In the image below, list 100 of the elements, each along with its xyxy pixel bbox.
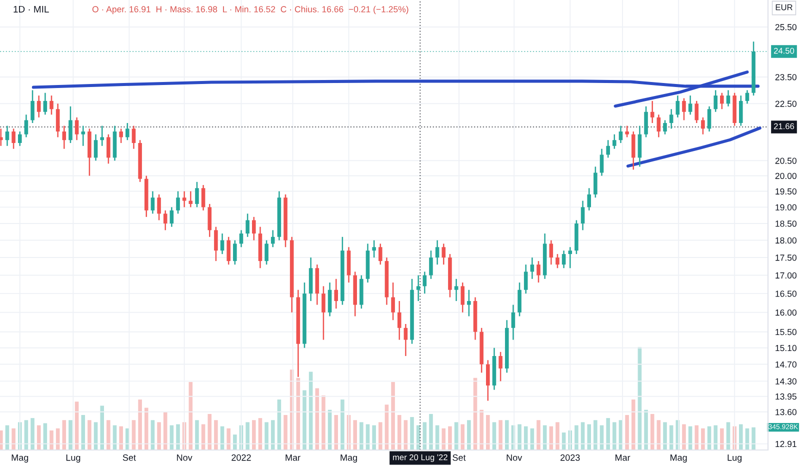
bar	[138, 400, 142, 450]
x-tick-label: Nov	[177, 454, 192, 461]
candlestick	[157, 194, 161, 221]
line-series	[626, 126, 762, 168]
y-tick-label: 15.10	[776, 344, 796, 352]
candlestick	[701, 116, 705, 135]
bar	[738, 424, 743, 450]
bar	[88, 420, 92, 450]
x-tick-label: Mag	[12, 454, 28, 463]
candlestick	[201, 184, 206, 212]
bar	[315, 388, 320, 450]
candlestick	[726, 90, 730, 108]
x-tick-label: Set	[452, 454, 466, 461]
candlestick	[150, 190, 155, 214]
candlestick	[676, 94, 680, 118]
bar	[694, 425, 699, 450]
bar	[397, 414, 402, 450]
candlestick	[56, 103, 60, 138]
candlestick	[182, 190, 186, 208]
bar	[30, 418, 34, 450]
ref-line-label: 21.66	[774, 123, 794, 130]
y-tick-label: 23.50	[775, 74, 796, 80]
bar	[81, 414, 86, 450]
y-tick-label: 18.00	[776, 237, 796, 244]
bar	[68, 420, 72, 450]
candlestick	[467, 289, 471, 317]
candlestick	[397, 300, 402, 340]
candlestick	[688, 94, 692, 116]
bar	[334, 414, 338, 450]
candlestick	[656, 114, 661, 138]
bar	[536, 420, 540, 450]
y-tick-label: 14.30	[776, 378, 796, 384]
bar	[378, 422, 382, 450]
candlestick	[74, 116, 79, 141]
y-tick-label: 22.50	[775, 100, 796, 107]
bar	[518, 424, 522, 450]
candlestick	[106, 134, 110, 164]
x-tick-label: 2022	[232, 454, 251, 461]
y-tick-label: 25.50	[775, 24, 796, 30]
candlestick	[600, 148, 604, 176]
y-tick-label: 17.00	[776, 272, 796, 279]
chart-title: 1D · MIL	[14, 6, 49, 12]
candlestick	[568, 246, 572, 269]
candlestick	[132, 125, 136, 150]
bar	[195, 420, 199, 450]
bar	[264, 422, 268, 450]
y-tick-label: 20.50	[775, 158, 796, 164]
candlestick	[226, 236, 230, 266]
bar	[12, 428, 16, 450]
candlestick	[12, 128, 16, 150]
candlestick	[170, 206, 174, 228]
bar	[353, 420, 357, 450]
y-tick-label: 16.50	[776, 290, 796, 297]
candlestick	[435, 240, 440, 266]
x-tick-label: Mag	[670, 454, 687, 463]
candlestick	[606, 139, 610, 158]
x-tick-label: Lug	[728, 454, 742, 463]
candlestick	[486, 360, 490, 402]
bar	[322, 395, 326, 450]
bar	[100, 406, 104, 450]
candlestick	[625, 125, 629, 138]
y-tick-label: 12.91	[776, 440, 796, 448]
candlestick	[50, 94, 54, 116]
bar	[714, 425, 718, 450]
bar	[467, 420, 471, 450]
candlestick	[416, 274, 420, 302]
bar	[663, 422, 667, 450]
candlestick	[562, 250, 566, 269]
y-tick-label: 19.00	[776, 204, 796, 210]
bar	[460, 424, 465, 450]
candlestick	[694, 100, 699, 124]
bar	[524, 426, 528, 450]
candlestick	[36, 94, 41, 118]
x-tick-label: 2023	[560, 454, 580, 461]
candlestick	[100, 125, 104, 147]
candlestick	[372, 240, 376, 258]
candlestick	[638, 125, 642, 168]
candlestick	[631, 130, 636, 170]
y-axis-title: EUR	[776, 4, 792, 10]
x-tick-label: Mag	[340, 454, 357, 463]
y-tick-label: 13.60	[776, 408, 796, 416]
candlestick	[644, 106, 648, 138]
bar	[106, 420, 110, 450]
candlestick	[43, 92, 48, 116]
bar	[429, 414, 433, 450]
bar	[233, 434, 237, 450]
bar	[720, 428, 724, 450]
candlestick	[81, 125, 86, 147]
candlestick	[429, 250, 433, 280]
bar	[574, 425, 578, 450]
candlestick	[270, 230, 275, 248]
bar	[606, 418, 610, 450]
candlestick	[536, 260, 540, 284]
y-tick-label: 20.00	[775, 172, 796, 180]
candlestick	[745, 90, 750, 104]
bar	[119, 426, 123, 450]
bar	[157, 422, 161, 450]
bar	[486, 414, 490, 450]
bar	[587, 424, 591, 450]
bar	[270, 420, 275, 450]
